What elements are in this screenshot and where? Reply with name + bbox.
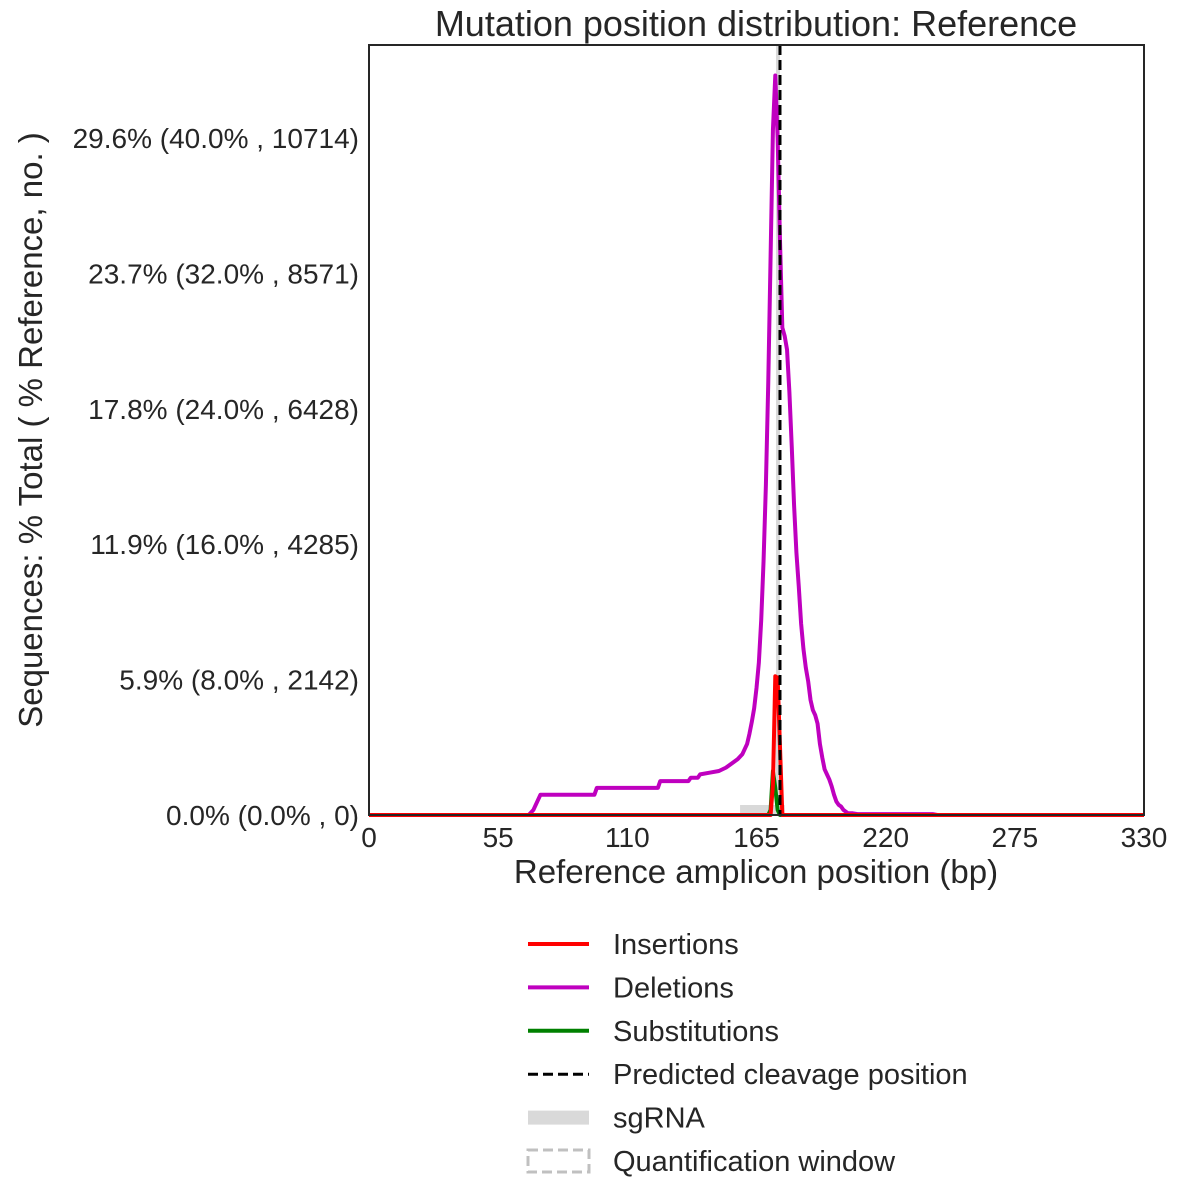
x-axis-label: Reference amplicon position (bp) <box>514 853 998 890</box>
legend: Insertions Deletions Substitutions Predicte… <box>526 929 968 1178</box>
plot-area <box>369 45 1144 817</box>
x-tick-label: 330 <box>1121 822 1168 853</box>
x-tick-label: 55 <box>483 822 514 853</box>
y-axis-label: Sequences: % Total ( % Reference, no. ) <box>12 132 49 728</box>
y-tick-label: 0.0% (0.0% , 0) <box>166 800 359 831</box>
x-tick-label: 165 <box>733 822 780 853</box>
y-tick-label: 23.7% (32.0% , 8571) <box>88 258 359 289</box>
axes: 0 55 110 165 220 275 330 0.0% (0.0% , 0) 5.9% (8… <box>73 44 1168 853</box>
legend-label-quant_window: Quantification window <box>613 1146 896 1178</box>
legend-label-deletions: Deletions <box>613 972 734 1004</box>
plot-frame <box>368 44 1145 816</box>
x-tick-label: 0 <box>361 822 377 853</box>
legend-label-substitutions: Substitutions <box>613 1016 779 1048</box>
y-tick-label: 29.6% (40.0% , 10714) <box>73 123 359 154</box>
x-tick-label: 110 <box>605 822 650 853</box>
legend-label-sgrna: sgRNA <box>613 1103 706 1135</box>
legend-label-cleavage: Predicted cleavage position <box>613 1059 968 1091</box>
legend-label-insertions: Insertions <box>613 929 739 961</box>
chart-title: Mutation position distribution: Referenc… <box>435 3 1077 44</box>
x-tick-label: 220 <box>862 822 909 853</box>
y-tick-label: 17.8% (24.0% , 6428) <box>88 394 359 425</box>
legend-swatch-quant_window <box>526 1148 591 1174</box>
y-tick-label: 11.9% (16.0% , 4285) <box>90 529 359 560</box>
y-tick-label: 5.9% (8.0% , 2142) <box>119 665 359 696</box>
x-tick-label: 275 <box>991 822 1038 853</box>
series-line-deletions <box>369 73 1144 817</box>
